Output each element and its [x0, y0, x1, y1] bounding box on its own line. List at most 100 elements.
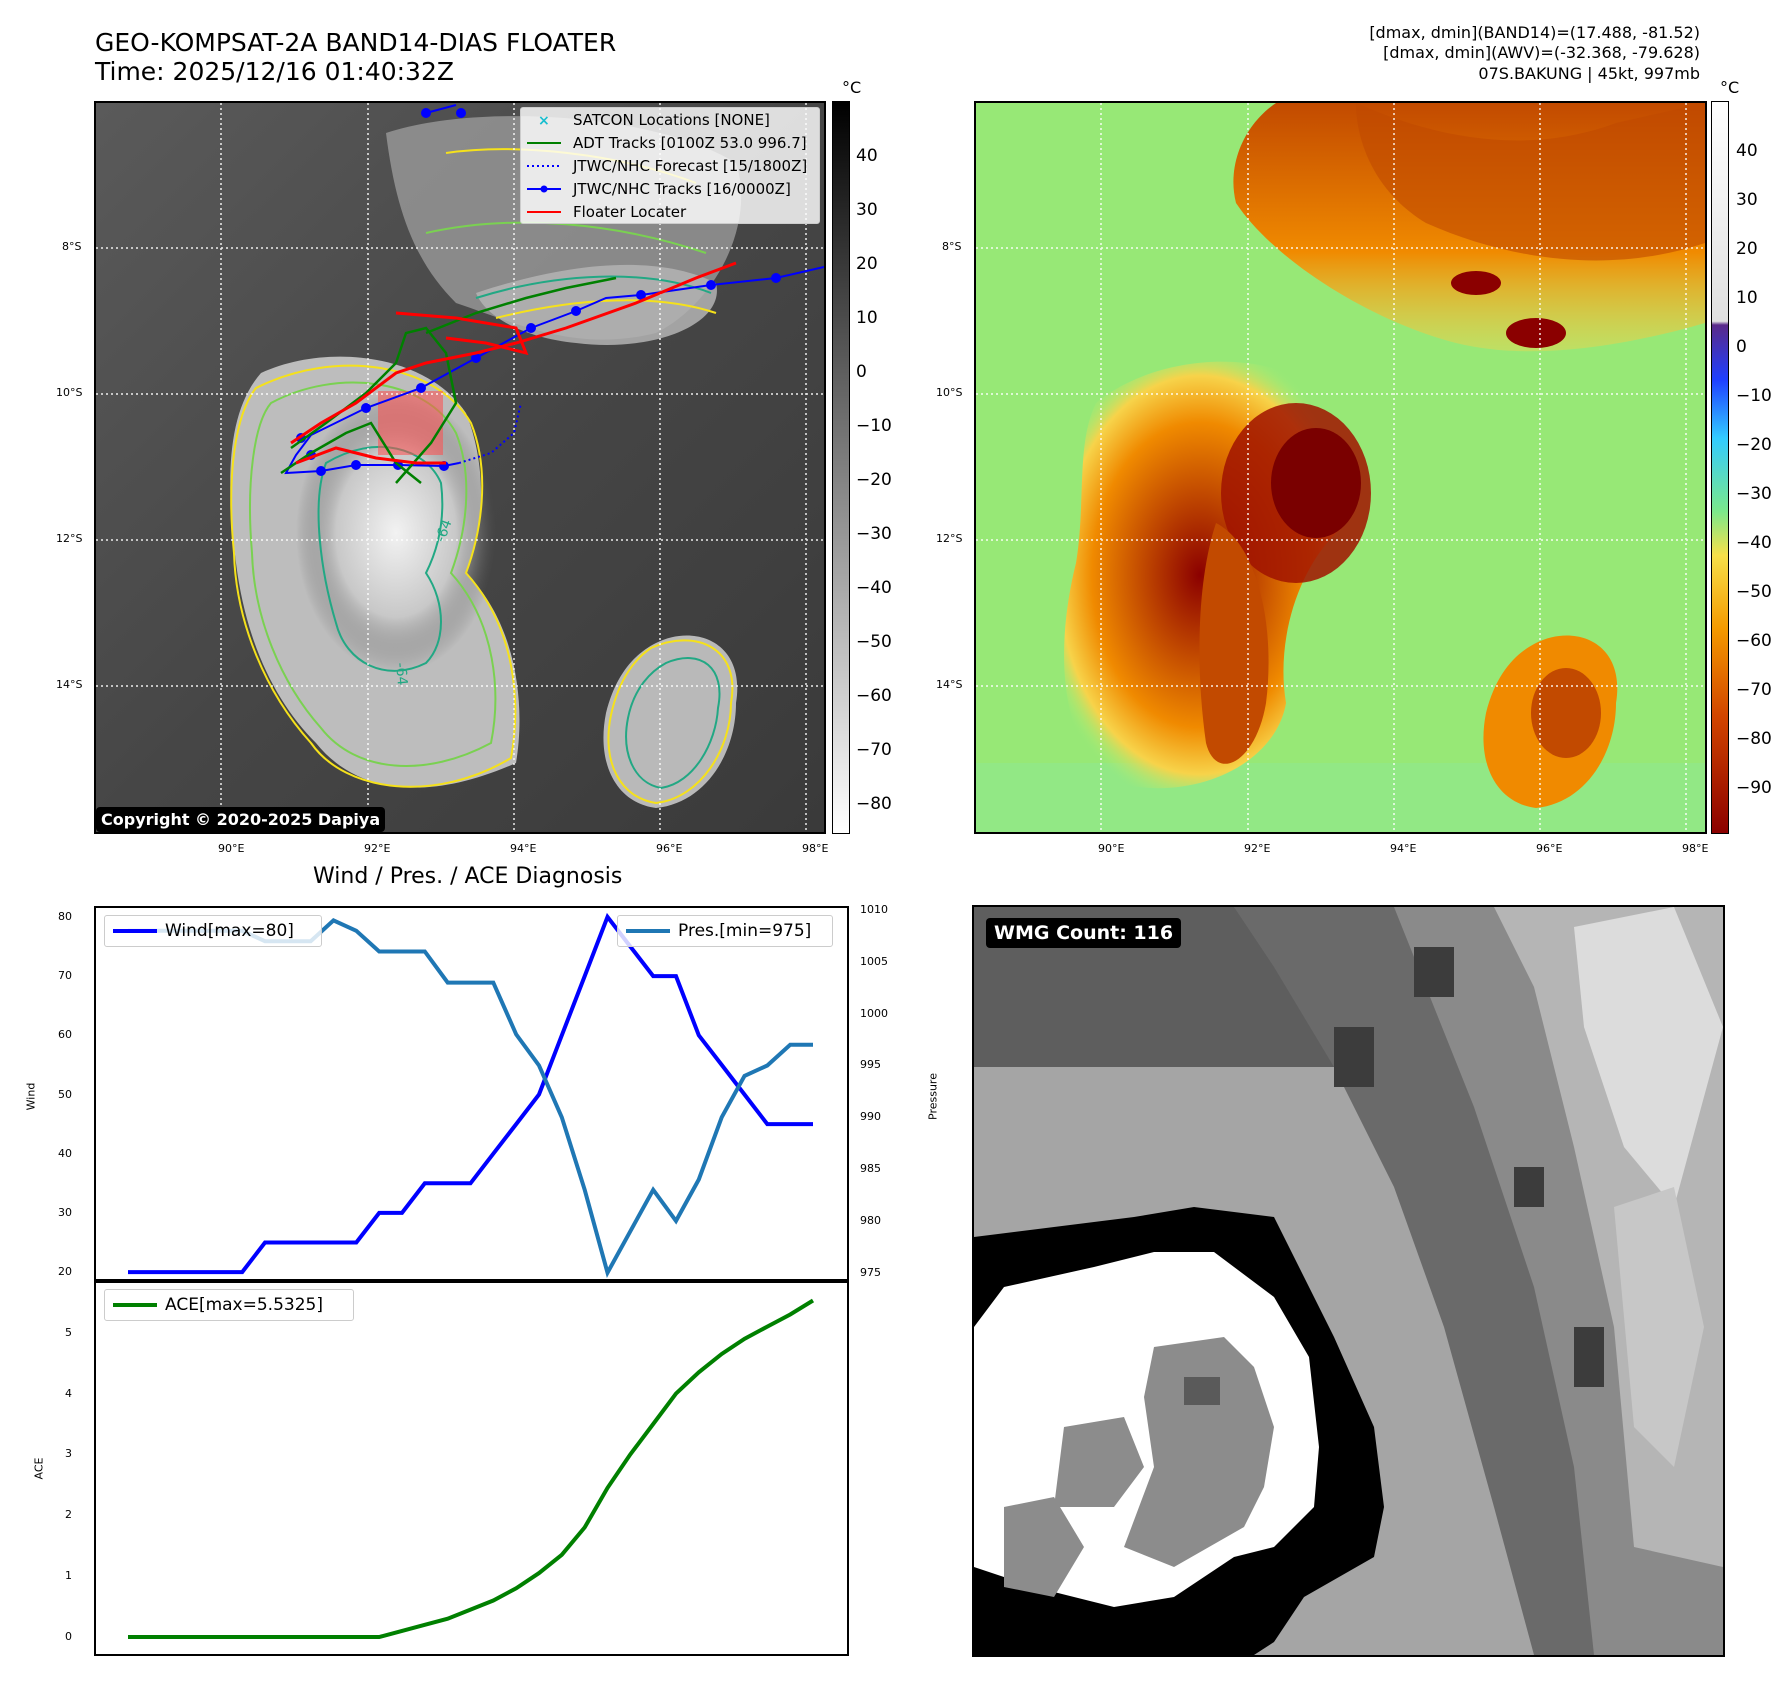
- colorbar-tick: −90: [1736, 778, 1772, 798]
- pressure-tick: 1010: [860, 903, 888, 917]
- pressure-tick: 980: [860, 1213, 881, 1227]
- ir-map-panel: -64 -64 × SATCON Locations [NONE] ADT Tr…: [94, 101, 826, 834]
- info-line1: [dmax, dmin](BAND14)=(17.488, -81.52): [1369, 23, 1700, 42]
- wind-tick: 30: [58, 1205, 72, 1219]
- colorbar-tick: −40: [856, 578, 892, 598]
- wind-tick: 20: [58, 1265, 72, 1279]
- wind-pressure-plot: [128, 912, 813, 1278]
- figure-title-line2: Time: 2025/12/16 01:40:32Z: [95, 57, 454, 86]
- lat-label: 10°S: [936, 386, 963, 399]
- lon-label: 96°E: [656, 842, 683, 855]
- lat-label: 14°S: [936, 678, 963, 691]
- colorbar-tick: 20: [856, 254, 878, 274]
- wind-tick: 50: [58, 1087, 72, 1101]
- colorbar-tick: −30: [856, 524, 892, 544]
- lon-label: 90°E: [218, 842, 245, 855]
- colorbar-tick: −60: [1736, 631, 1772, 651]
- color-ir-colorbar: [1711, 101, 1729, 834]
- ace-line: [128, 1298, 815, 1639]
- colorbar-unit: °C: [1720, 78, 1740, 97]
- colorbar-tick: 0: [856, 362, 867, 382]
- ir-colorbar: [832, 101, 850, 834]
- lat-label: 12°S: [936, 532, 963, 545]
- lon-label: 98°E: [1682, 842, 1709, 855]
- colorbar-tick: 40: [1736, 141, 1758, 161]
- wind-tick: 40: [58, 1146, 72, 1160]
- ace-legend: ACE[max=5.5325]: [104, 1289, 354, 1321]
- colorbar-tick: 10: [1736, 288, 1758, 308]
- contour-label: -64: [392, 662, 410, 686]
- ace-tick: 2: [65, 1508, 72, 1522]
- color-ir-map-panel: [974, 101, 1707, 834]
- pressure-legend: Pres.[min=975]: [617, 915, 833, 947]
- info-line3: 07S.BAKUNG | 45kt, 997mb: [1478, 64, 1700, 83]
- figure-title-line1: GEO-KOMPSAT-2A BAND14-DIAS FLOATER: [95, 28, 617, 57]
- colorbar-tick: 0: [1736, 337, 1747, 357]
- colorbar-tick: 30: [1736, 190, 1758, 210]
- colorbar-tick: 30: [856, 200, 878, 220]
- wind-tick: 70: [58, 969, 72, 983]
- colorbar-tick: −60: [856, 686, 892, 706]
- colorbar-tick: −70: [1736, 680, 1772, 700]
- ace-chart: [94, 1279, 849, 1656]
- legend-item-forecast: JTWC/NHC Forecast [15/1800Z]: [527, 156, 808, 175]
- wind-tick: 80: [58, 909, 72, 923]
- lat-label: 14°S: [56, 678, 83, 691]
- wind-legend-label: Wind[max=80]: [165, 921, 294, 941]
- colorbar-tick: −30: [1736, 484, 1772, 504]
- lon-label: 98°E: [802, 842, 829, 855]
- colorbar-tick: −10: [1736, 386, 1772, 406]
- colorbar-tick: −50: [1736, 582, 1772, 602]
- lat-label: 10°S: [56, 386, 83, 399]
- wmg-count-badge: WMG Count: 116: [986, 918, 1182, 948]
- ace-tick: 0: [65, 1629, 72, 1643]
- lat-label: 8°S: [942, 240, 962, 253]
- lon-label: 90°E: [1098, 842, 1125, 855]
- pressure-line: [128, 918, 813, 1278]
- ace-tick: 1: [65, 1569, 72, 1583]
- colorbar-tick: −40: [1736, 533, 1772, 553]
- lon-label: 92°E: [1244, 842, 1271, 855]
- wind-pressure-chart: [94, 906, 849, 1283]
- wmg-image: [974, 907, 1723, 1655]
- legend-item-adt: ADT Tracks [0100Z 53.0 996.7]: [527, 133, 807, 152]
- diagnosis-title: Wind / Pres. / ACE Diagnosis: [313, 864, 623, 889]
- wind-line: [128, 912, 813, 1275]
- legend-item-floater: Floater Locater: [527, 202, 687, 221]
- pressure-tick: 985: [860, 1162, 881, 1176]
- ace-tick: 5: [65, 1325, 72, 1339]
- lon-label: 92°E: [364, 842, 391, 855]
- pressure-legend-label: Pres.[min=975]: [678, 921, 812, 941]
- colorbar-tick: −20: [856, 470, 892, 490]
- colorbar-tick: −80: [856, 794, 892, 814]
- lon-label: 94°E: [1390, 842, 1417, 855]
- pressure-axis-label: Pressure: [926, 1073, 940, 1120]
- wmg-panel: WMG Count: 116: [972, 905, 1725, 1657]
- colorbar-tick: −50: [856, 632, 892, 652]
- pressure-tick: 975: [860, 1265, 881, 1279]
- ace-plot: [128, 1298, 815, 1639]
- contour-label: -64: [433, 517, 456, 544]
- svg-text:×: ×: [538, 113, 550, 127]
- colorbar-tick: 40: [856, 146, 878, 166]
- wind-tick: 60: [58, 1028, 72, 1042]
- colorbar-tick: −70: [856, 740, 892, 760]
- legend-item-satcon: × SATCON Locations [NONE]: [538, 110, 770, 129]
- colorbar-unit: °C: [842, 78, 862, 97]
- pressure-tick: 1000: [860, 1006, 888, 1020]
- colorbar-tick: −10: [856, 416, 892, 436]
- lat-label: 8°S: [62, 240, 82, 253]
- colorbar-tick: 20: [1736, 239, 1758, 259]
- pressure-tick: 990: [860, 1110, 881, 1124]
- lon-label: 94°E: [510, 842, 537, 855]
- pressure-tick: 995: [860, 1058, 881, 1072]
- colorbar-tick: 10: [856, 308, 878, 328]
- ir-map-image: -64 -64: [96, 103, 824, 832]
- color-ir-map-image: [976, 103, 1705, 832]
- lat-label: 12°S: [56, 532, 83, 545]
- colorbar-tick: −80: [1736, 729, 1772, 749]
- wind-axis-label: Wind: [24, 1082, 38, 1111]
- ace-tick: 4: [65, 1386, 72, 1400]
- ace-axis-label: ACE: [32, 1457, 46, 1480]
- copyright-badge: Copyright © 2020-2025 Dapiya: [96, 807, 386, 832]
